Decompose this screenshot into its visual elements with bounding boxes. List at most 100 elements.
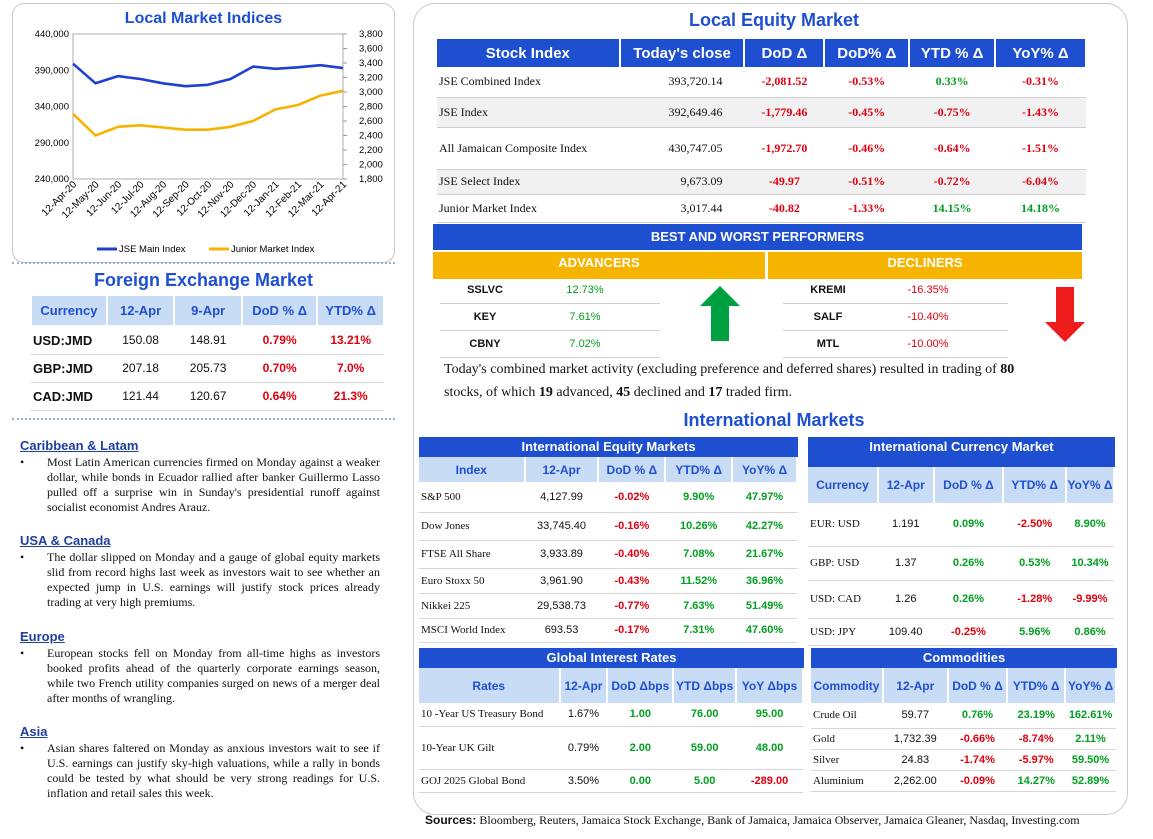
equity-dod: -0.17% bbox=[598, 618, 666, 643]
commodities-dod: -0.66% bbox=[947, 728, 1008, 750]
equity-close: 9,673.09 bbox=[619, 169, 745, 195]
summary-text: advanced, bbox=[552, 385, 617, 400]
legend-junior-label: Junior Market Index bbox=[231, 244, 315, 255]
news-heading[interactable]: Asia bbox=[20, 724, 48, 739]
commodities-yoy: 162.61% bbox=[1065, 703, 1116, 729]
equity-close: 3,017.44 bbox=[619, 194, 745, 223]
right-axis-tick: 1,800 bbox=[359, 174, 383, 185]
currency-value: 1.191 bbox=[877, 503, 934, 547]
equity-header-4: YoY% Δ bbox=[732, 457, 798, 482]
equity-dodp: -0.53% bbox=[824, 67, 910, 98]
equity-yoy: 42.27% bbox=[732, 512, 797, 541]
equity-header-3: YTD% Δ bbox=[665, 457, 734, 482]
local-indices-panel: Local Market Indices 440,000 390,000 340,0… bbox=[12, 3, 395, 263]
decliner-row: KREMI -16.35% bbox=[783, 278, 1008, 304]
equity-dodp: -0.51% bbox=[824, 169, 910, 195]
equity-ytd: -0.72% bbox=[909, 169, 996, 195]
fx-row: USD:JMD 150.08 148.91 0.79% 13.21% bbox=[31, 326, 384, 355]
summary-text: stocks, of which bbox=[444, 385, 539, 400]
currency-yoy: 10.34% bbox=[1066, 546, 1114, 581]
news-asia: Asia Asian shares faltered on Monday as … bbox=[20, 724, 380, 801]
decliner-row: MTL -10.00% bbox=[783, 332, 1008, 358]
currency-row: EUR: USD 1.191 0.09% -2.50% 8.90% bbox=[808, 503, 1114, 547]
news-text: Most Latin American currencies firmed on… bbox=[20, 455, 380, 515]
equity-row: MSCI World Index 693.53 -0.17% 7.31% 47.60% bbox=[419, 618, 797, 643]
currency-name: EUR: USD bbox=[808, 503, 878, 547]
currency-header-2: DoD % Δ bbox=[933, 467, 1005, 503]
right-axis-tick: 3,200 bbox=[359, 73, 383, 84]
eq-header-close: Today's close bbox=[619, 39, 746, 67]
equity-ytd: 9.90% bbox=[665, 482, 733, 513]
currency-value: 1.26 bbox=[877, 580, 934, 619]
equity-dod: -40.82 bbox=[744, 194, 825, 223]
currency-yoy: 8.90% bbox=[1066, 503, 1114, 547]
equity-dod: -0.16% bbox=[598, 512, 666, 541]
equity-header-2: DoD % Δ bbox=[598, 457, 667, 482]
ticker: SALF bbox=[813, 311, 843, 323]
commodities-name: Aluminium bbox=[811, 770, 883, 792]
ticker: KEY bbox=[473, 311, 497, 323]
left-axis-tick: 440,000 bbox=[35, 29, 69, 40]
equity-header-1: 12-Apr bbox=[524, 457, 600, 482]
currency-ytd: -2.50% bbox=[1003, 503, 1067, 547]
market-summary: Today's combined market activity (exclud… bbox=[444, 358, 1084, 404]
junior-market-line bbox=[72, 89, 344, 137]
equity-dod: -1,779.46 bbox=[744, 97, 825, 128]
commodities-header-3: YTD% Δ bbox=[1007, 668, 1067, 703]
fx-today: 150.08 bbox=[106, 326, 175, 355]
equity-yoy: -1.51% bbox=[995, 127, 1086, 170]
ticker: MTL bbox=[816, 338, 840, 350]
equity-dodp: -0.45% bbox=[824, 97, 910, 128]
news-heading[interactable]: Caribbean & Latam bbox=[20, 438, 139, 453]
currency-header-3: YTD% Δ bbox=[1003, 467, 1068, 503]
rates-header-3: YTD Δbps bbox=[673, 668, 738, 703]
legend-main-label: JSE Main Index bbox=[119, 244, 186, 255]
intl-equity-table: Index 12-Apr DoD % Δ YTD% Δ YoY% Δ S&P 500 4,… bbox=[419, 457, 798, 643]
percent-change: 12.73% bbox=[566, 284, 604, 296]
commodities-header-0: Commodity bbox=[811, 668, 884, 703]
commodities-value: 24.83 bbox=[882, 749, 948, 771]
news-heading[interactable]: Europe bbox=[20, 629, 65, 644]
equity-value: 693.53 bbox=[524, 618, 599, 643]
currency-value: 109.40 bbox=[877, 618, 934, 646]
fx-previous: 148.91 bbox=[174, 326, 242, 355]
currency-dod: -0.25% bbox=[933, 618, 1004, 646]
summary-declined: 45 bbox=[616, 385, 631, 400]
advancer-row: SSLVC 12.73% bbox=[440, 278, 660, 304]
left-axis-tick: 290,000 bbox=[35, 138, 69, 149]
equity-panel bbox=[413, 3, 1128, 815]
rates-row: 10-Year UK Gilt 0.79% 2.00 59.00 48.00 bbox=[419, 726, 803, 770]
equity-yoy: 14.18% bbox=[995, 194, 1086, 223]
equity-ytd: -0.75% bbox=[909, 97, 996, 128]
commodities-row: Silver 24.83 -1.74% -5.97% 59.50% bbox=[811, 749, 1116, 771]
commodities-row: Crude Oil 59.77 0.76% 23.19% 162.61% bbox=[811, 703, 1116, 729]
sources-text: Bloomberg, Reuters, Jamaica Stock Exchan… bbox=[476, 813, 1080, 827]
right-axis-tick: 2,400 bbox=[359, 131, 383, 142]
commodities-header-4: YoY% Δ bbox=[1065, 668, 1117, 703]
right-axis-tick: 3,400 bbox=[359, 58, 383, 69]
percent-change: -10.00% bbox=[907, 338, 949, 350]
news-usa-canada: USA & Canada The dollar slipped on Monda… bbox=[20, 533, 380, 610]
percent-change: 7.61% bbox=[569, 311, 601, 323]
fx-header-ytd: YTD% Δ bbox=[316, 294, 385, 327]
news-heading[interactable]: USA & Canada bbox=[20, 533, 111, 548]
equity-value: 33,745.40 bbox=[524, 512, 599, 541]
right-axis-tick: 2,200 bbox=[359, 145, 383, 156]
rates-name: GOJ 2025 Global Bond bbox=[419, 769, 560, 793]
eq-header-dod: DoD Δ bbox=[744, 39, 826, 67]
commodities-row: Aluminium 2,262.00 -0.09% 14.27% 52.89% bbox=[811, 770, 1116, 792]
left-axis-tick: 390,000 bbox=[35, 65, 69, 76]
summary-advanced: 19 bbox=[538, 385, 553, 400]
currency-ytd: 5.96% bbox=[1003, 618, 1067, 646]
commodities-name: Crude Oil bbox=[811, 703, 883, 729]
right-axis-tick: 2,000 bbox=[359, 160, 383, 171]
equity-index-name: All Jamaican Composite Index bbox=[437, 127, 620, 170]
commodities-value: 1,732.39 bbox=[882, 728, 948, 750]
percent-change: 7.02% bbox=[569, 338, 601, 350]
equity-header-0: Index bbox=[419, 457, 526, 482]
equity-index-name: JSE Index bbox=[437, 97, 620, 128]
news-caribbean: Caribbean & Latam Most Latin American cu… bbox=[20, 438, 380, 515]
eq-header-index: Stock Index bbox=[437, 39, 621, 67]
currency-name: USD: CAD bbox=[808, 580, 878, 619]
news-text: Asian shares faltered on Monday as anxio… bbox=[20, 741, 380, 801]
